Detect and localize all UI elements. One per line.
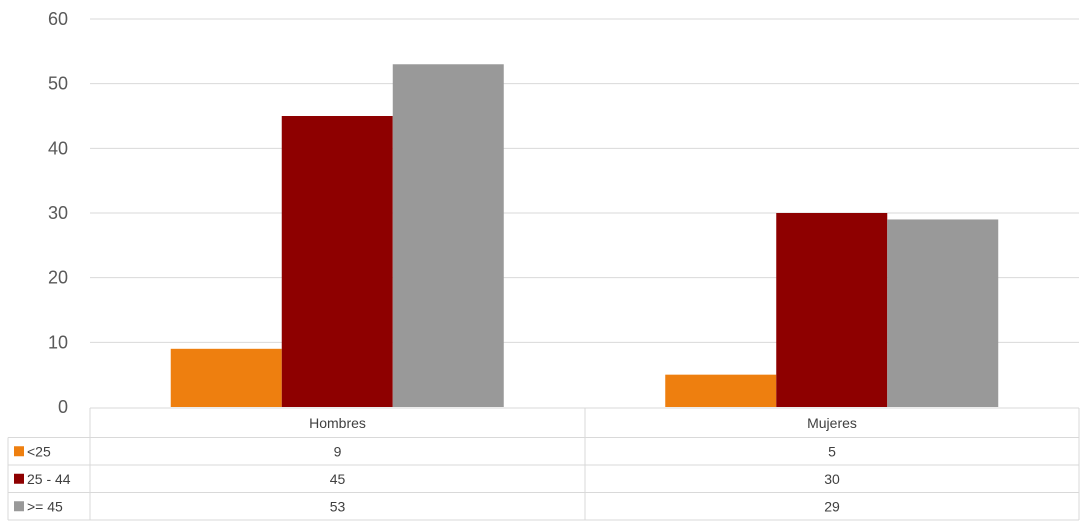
data-value-label: 5 xyxy=(828,443,836,459)
y-tick-label: 0 xyxy=(58,397,68,417)
legend-label: 25 - 44 xyxy=(27,471,71,487)
y-tick-label: 10 xyxy=(48,332,68,352)
legend-swatch xyxy=(14,473,24,484)
data-value-label: 29 xyxy=(824,498,840,514)
legend-label: >= 45 xyxy=(27,498,63,514)
x-category-label: Mujeres xyxy=(807,415,857,431)
legend-swatch xyxy=(14,446,24,457)
bar xyxy=(887,219,999,407)
bar xyxy=(281,116,393,407)
bar xyxy=(776,213,888,407)
y-axis-ticks: 0 10 20 30 40 50 60 xyxy=(48,9,68,417)
bar xyxy=(665,374,777,407)
data-value-label: 9 xyxy=(334,443,342,459)
data-value-label: 30 xyxy=(824,471,840,487)
legend-label: <25 xyxy=(27,443,51,459)
data-table: Hombres Mujeres <25 9 5 25 - 44 45 30 >= 45 53 29 xyxy=(7,407,1080,521)
y-tick-label: 30 xyxy=(48,203,68,223)
bars xyxy=(170,64,999,408)
data-value-label: 45 xyxy=(330,471,346,487)
bar xyxy=(170,348,282,407)
y-tick-label: 20 xyxy=(48,268,68,288)
y-tick-label: 60 xyxy=(48,9,68,29)
bar xyxy=(392,64,504,408)
y-tick-label: 40 xyxy=(48,138,68,158)
legend-swatch xyxy=(14,501,24,512)
data-value-label: 53 xyxy=(330,498,346,514)
x-category-label: Hombres xyxy=(309,415,366,431)
y-tick-label: 50 xyxy=(48,74,68,94)
